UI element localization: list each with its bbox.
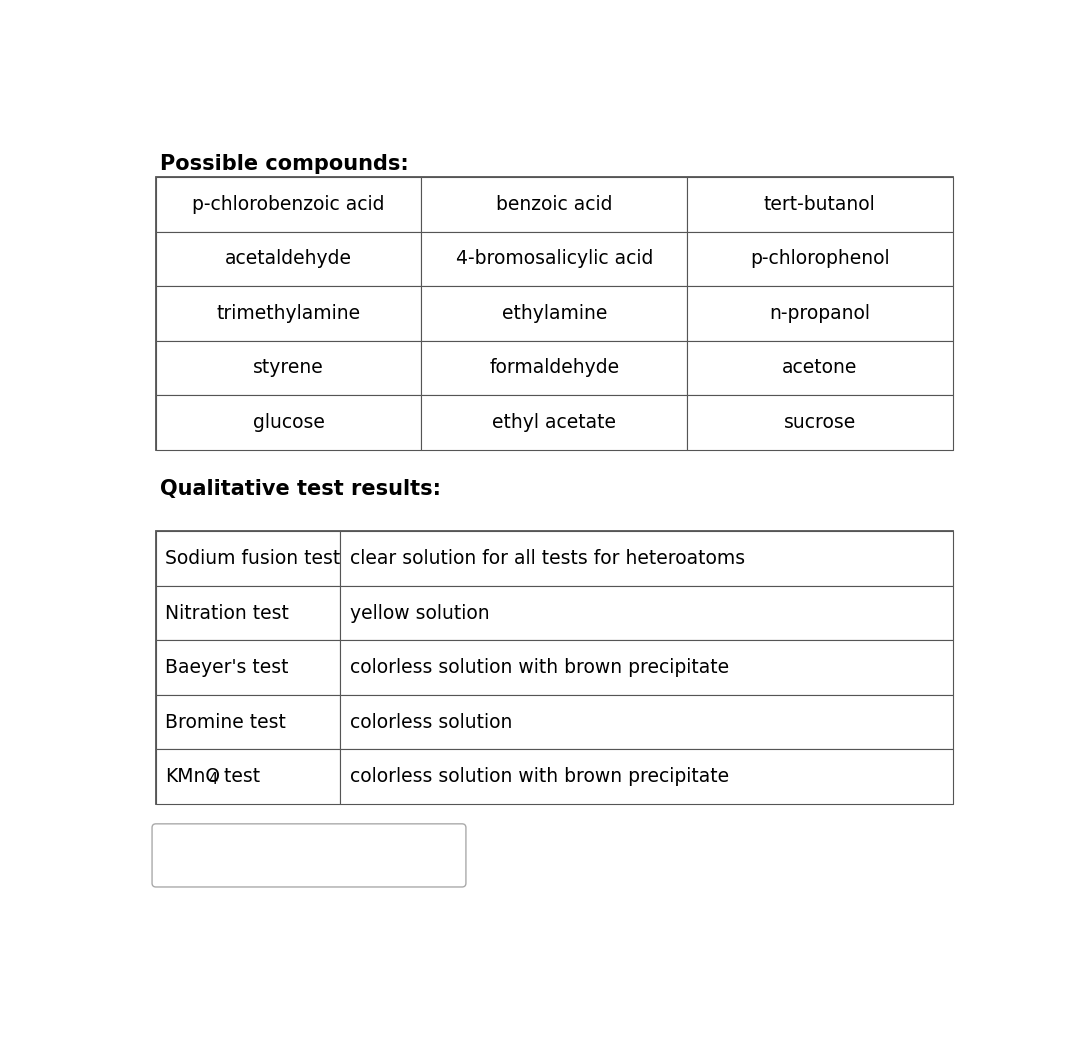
Bar (421, 232, 687, 286)
Bar (340, 640, 953, 695)
Text: ethyl acetate: ethyl acetate (492, 412, 617, 432)
Text: yellow solution: yellow solution (350, 604, 489, 622)
Text: styrene: styrene (254, 358, 324, 377)
Text: n-propanol: n-propanol (769, 303, 870, 323)
Text: Sodium fusion test: Sodium fusion test (165, 549, 340, 568)
Text: ethylamine: ethylamine (501, 303, 607, 323)
Bar (156, 177, 953, 450)
Text: formaldehyde: formaldehyde (489, 358, 619, 377)
FancyBboxPatch shape (152, 824, 465, 887)
Text: KMnO: KMnO (165, 767, 220, 787)
Bar (421, 177, 687, 232)
Bar (687, 177, 953, 232)
Bar (687, 395, 953, 450)
Text: p-chlorophenol: p-chlorophenol (750, 249, 890, 268)
Text: colorless solution with brown precipitate: colorless solution with brown precipitat… (350, 767, 729, 787)
Text: benzoic acid: benzoic acid (496, 194, 612, 214)
Bar (156, 177, 421, 232)
Bar (421, 341, 687, 395)
Bar (156, 395, 421, 450)
Text: clear solution for all tests for heteroatoms: clear solution for all tests for heteroa… (350, 549, 745, 568)
Bar (340, 531, 953, 586)
Text: Qualitative test results:: Qualitative test results: (160, 479, 441, 499)
Bar (156, 586, 340, 640)
Bar (156, 531, 340, 586)
Bar (156, 531, 953, 804)
Text: tert-butanol: tert-butanol (764, 194, 876, 214)
Text: 4: 4 (208, 772, 218, 787)
Text: acetone: acetone (782, 358, 858, 377)
Bar (156, 695, 340, 749)
Text: test: test (218, 767, 260, 787)
Bar (156, 749, 340, 804)
Text: Nitration test: Nitration test (165, 604, 289, 622)
Text: sucrose: sucrose (784, 412, 856, 432)
Text: 4-bromosalicylic acid: 4-bromosalicylic acid (456, 249, 653, 268)
Bar (687, 286, 953, 341)
Bar (687, 341, 953, 395)
Bar (421, 395, 687, 450)
Text: Baeyer's test: Baeyer's test (165, 658, 288, 677)
Text: Bromine test: Bromine test (165, 713, 286, 731)
Text: trimethylamine: trimethylamine (217, 303, 361, 323)
Text: colorless solution: colorless solution (350, 713, 512, 731)
Bar (156, 640, 340, 695)
Text: colorless solution with brown precipitate: colorless solution with brown precipitat… (350, 658, 729, 677)
Text: glucose: glucose (253, 412, 325, 432)
Text: Possible compounds:: Possible compounds: (160, 154, 408, 174)
Bar (156, 232, 421, 286)
Bar (687, 232, 953, 286)
Text: acetaldehyde: acetaldehyde (226, 249, 352, 268)
Bar (340, 749, 953, 804)
Bar (340, 586, 953, 640)
Bar (340, 695, 953, 749)
Bar (156, 286, 421, 341)
Bar (421, 286, 687, 341)
Bar (156, 341, 421, 395)
Text: p-chlorobenzoic acid: p-chlorobenzoic acid (192, 194, 384, 214)
